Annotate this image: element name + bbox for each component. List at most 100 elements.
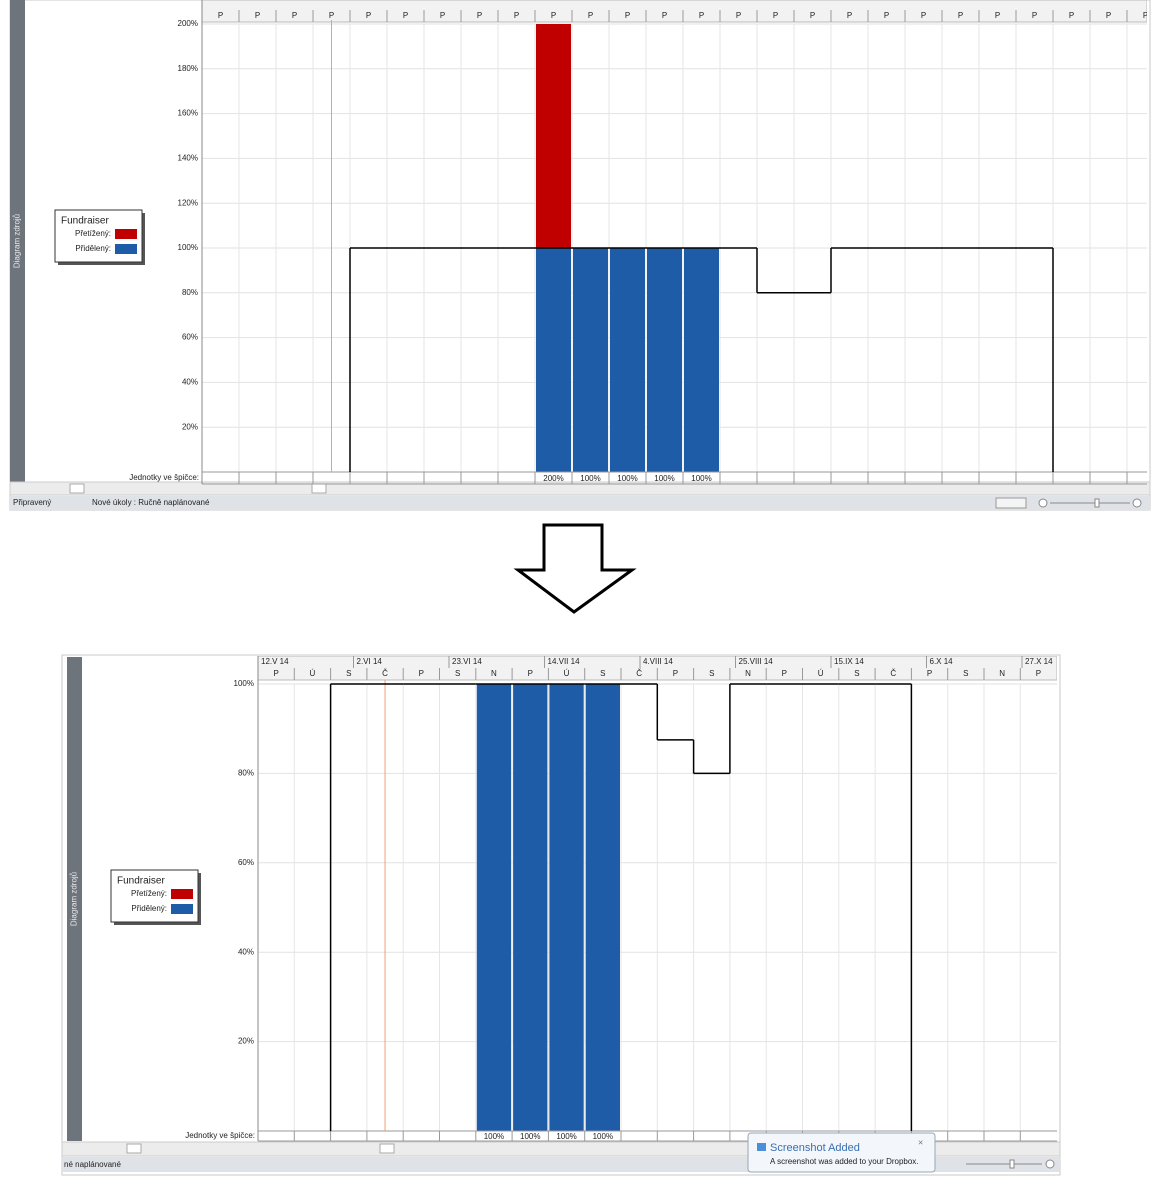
toast-message: A screenshot was added to your Dropbox. xyxy=(770,1157,919,1166)
x-tick-label: S xyxy=(963,669,968,678)
chart: P P P P P P P P P P 200% P 100% P 100% P 100% P 100% P P P P P P… xyxy=(202,0,1148,485)
x-tick-label: P xyxy=(255,11,260,20)
scroll-thumb[interactable] xyxy=(69,483,85,494)
zoom-thumb[interactable] xyxy=(1009,1159,1015,1169)
period-label: 2.VI 14 xyxy=(357,657,383,666)
x-tick-label: P xyxy=(1032,11,1037,20)
x-tick-label: Ú xyxy=(310,669,316,678)
x-tick-label: S xyxy=(455,669,460,678)
zoom-in[interactable] xyxy=(1132,498,1142,508)
x-tick-label: P xyxy=(921,11,926,20)
x-tick-label: S xyxy=(709,669,714,678)
bar xyxy=(549,684,584,1131)
x-tick-label: S xyxy=(600,669,605,678)
x-tick-label: Ú xyxy=(818,669,824,678)
scroll-thumb[interactable] xyxy=(126,1143,142,1154)
bar xyxy=(684,248,719,472)
x-tick-label: P xyxy=(477,11,482,20)
chart: 12.V 14 2.VI 14 23.VI 14 14.VII 14 4.VIII 14… xyxy=(258,656,1057,1142)
row-label: Jednotky ve špičce: xyxy=(185,1131,255,1140)
x-tick-label: N xyxy=(491,669,497,678)
x-tick-label: N xyxy=(999,669,1005,678)
timescale-header xyxy=(202,0,1147,23)
y-tick-label: 20% xyxy=(238,1037,254,1046)
legend-label: Přetížený: xyxy=(131,889,167,898)
zoom-thumb[interactable] xyxy=(1094,498,1100,508)
status-tasks[interactable]: né naplánované xyxy=(64,1160,121,1169)
x-tick-label: P xyxy=(551,11,556,20)
bar xyxy=(536,248,571,472)
period-label: 23.VI 14 xyxy=(452,657,482,666)
dropbox-toast[interactable]: Screenshot Added A screenshot was added … xyxy=(747,1132,936,1173)
period-label: 15.IX 14 xyxy=(834,657,864,666)
y-tick-label: 20% xyxy=(182,422,198,431)
x-tick-label: P xyxy=(528,669,533,678)
x-tick-label: P xyxy=(440,11,445,20)
legend-swatch xyxy=(171,904,193,914)
zoom-in[interactable] xyxy=(1045,1159,1055,1169)
x-tick-label: P xyxy=(995,11,1000,20)
peak-label: 200% xyxy=(543,474,563,483)
sidebar xyxy=(10,0,25,482)
y-tick-label: 200% xyxy=(178,19,198,28)
side-label: Diagram zdrojů xyxy=(13,214,22,268)
x-tick-label: P xyxy=(218,11,223,20)
y-tick-label: 60% xyxy=(182,333,198,342)
x-tick-label: P xyxy=(736,11,741,20)
peak-label: 100% xyxy=(556,1132,576,1141)
peak-label: 100% xyxy=(580,474,600,483)
x-tick-label: P xyxy=(958,11,963,20)
peak-label: 100% xyxy=(617,474,637,483)
side-label: Diagram zdrojů xyxy=(70,872,79,926)
y-tick-label: 120% xyxy=(178,198,198,207)
view-buttons[interactable] xyxy=(995,497,1027,509)
status-ready: Připravený xyxy=(13,498,51,507)
legend-swatch xyxy=(115,244,137,254)
legend-title: Fundraiser xyxy=(117,876,165,887)
zoom-out[interactable] xyxy=(1038,498,1048,508)
scroll-thumb[interactable] xyxy=(311,483,327,494)
toast-close[interactable]: × xyxy=(918,1137,923,1147)
bar xyxy=(585,684,620,1131)
period-label: 25.VIII 14 xyxy=(739,657,774,666)
status-tasks[interactable]: Nové úkoly : Ručně naplánované xyxy=(92,498,210,507)
x-tick-label: P xyxy=(419,669,424,678)
x-tick-label: Č xyxy=(890,669,896,678)
peak-label: 100% xyxy=(484,1132,504,1141)
bar xyxy=(476,684,512,1131)
x-tick-label: P xyxy=(1143,11,1148,20)
x-tick-label: Č xyxy=(636,669,642,678)
period-label: 6.X 14 xyxy=(930,657,954,666)
legend-swatch xyxy=(115,229,137,239)
x-tick-label: P xyxy=(782,669,787,678)
x-tick-label: S xyxy=(346,669,351,678)
y-tick-label: 100% xyxy=(178,243,198,252)
x-tick-label: P xyxy=(810,11,815,20)
toast-box[interactable] xyxy=(747,1132,936,1173)
scroll-thumb[interactable] xyxy=(379,1143,395,1154)
x-tick-label: Ú xyxy=(564,669,570,678)
x-tick-label: P xyxy=(927,669,932,678)
y-tick-label: 40% xyxy=(182,378,198,387)
dropbox-icon xyxy=(757,1143,766,1151)
x-tick-label: P xyxy=(403,11,408,20)
x-tick-label: P xyxy=(1036,669,1041,678)
scrollbar[interactable] xyxy=(9,481,1151,496)
x-tick-label: P xyxy=(329,11,334,20)
x-tick-label: P xyxy=(588,11,593,20)
x-tick-label: P xyxy=(673,669,678,678)
x-tick-label: P xyxy=(1069,11,1074,20)
period-label: 4.VIII 14 xyxy=(643,657,673,666)
x-tick-label: S xyxy=(854,669,859,678)
bar xyxy=(513,684,548,1131)
x-tick-label: Č xyxy=(382,669,388,678)
y-tick-label: 100% xyxy=(234,679,254,688)
x-tick-label: P xyxy=(773,11,778,20)
peak-label: 100% xyxy=(691,474,711,483)
peak-label: 100% xyxy=(520,1132,540,1141)
bar xyxy=(536,24,571,248)
legend-label: Přidělený: xyxy=(131,904,167,913)
peak-label: 100% xyxy=(593,1132,613,1141)
x-tick-label: P xyxy=(662,11,667,20)
